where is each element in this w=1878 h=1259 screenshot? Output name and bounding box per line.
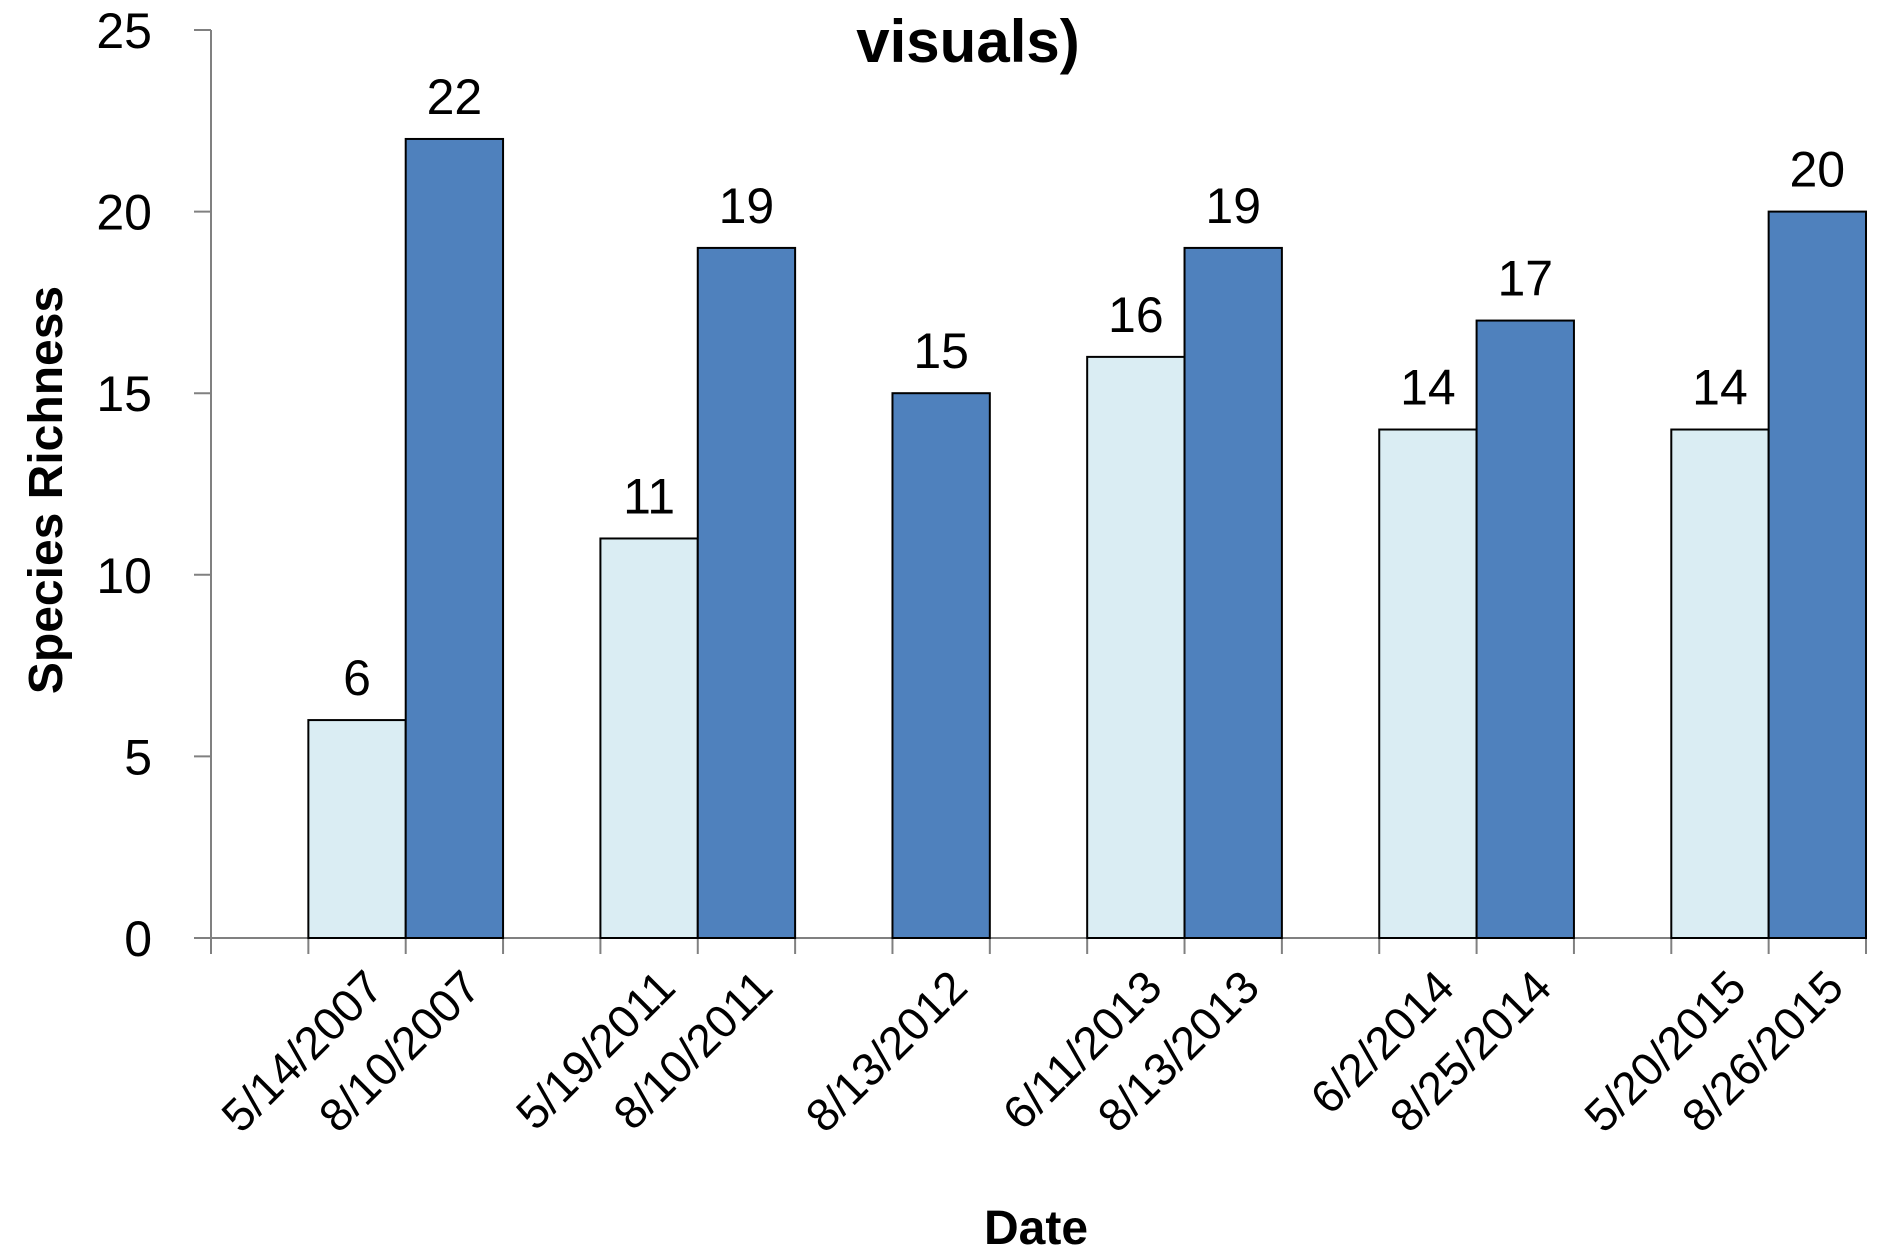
y-tick-label: 5 [124, 729, 152, 785]
bar-value-label: 19 [719, 178, 775, 234]
bar-value-label: 6 [343, 650, 371, 706]
bar-value-label: 15 [913, 323, 969, 379]
bar-value-label: 20 [1790, 142, 1846, 198]
y-tick-label: 10 [96, 548, 152, 604]
bar-dark [1475, 319, 1575, 939]
y-tick-label: 20 [96, 185, 152, 241]
bar-light [1086, 355, 1186, 939]
x-axis-title: Date [984, 1202, 1088, 1254]
bar-dark [1183, 246, 1283, 940]
axes: 0 5 10 15 20 25 [96, 3, 1867, 967]
bar-dark [404, 137, 505, 939]
x-category-label: 8/13/2012 [795, 960, 976, 1141]
y-axis-title: Species Richness [20, 286, 73, 694]
bar-dark [1767, 210, 1868, 940]
bar-value-label: 16 [1108, 287, 1164, 343]
bars [307, 137, 1868, 940]
y-tick-label: 0 [124, 911, 152, 967]
bar-light [1378, 428, 1478, 939]
bar-value-label: 19 [1205, 178, 1261, 234]
bar-value-label: 17 [1497, 251, 1553, 307]
bar-dark [891, 392, 991, 939]
bar-dark [696, 246, 797, 940]
bar-value-label: 14 [1400, 360, 1456, 416]
chart-title: visuals) [856, 8, 1079, 75]
bar-value-label: 14 [1692, 360, 1748, 416]
bar-light [1670, 428, 1770, 939]
bar-value-label: 11 [623, 468, 675, 524]
bar-light [599, 537, 699, 939]
y-tick-label: 25 [96, 3, 152, 59]
bar-light [307, 719, 407, 940]
y-tick-label: 15 [96, 366, 152, 422]
data-labels: 6 22 11 19 15 16 19 14 17 14 20 [343, 69, 1845, 706]
bar-value-label: 22 [427, 69, 483, 125]
